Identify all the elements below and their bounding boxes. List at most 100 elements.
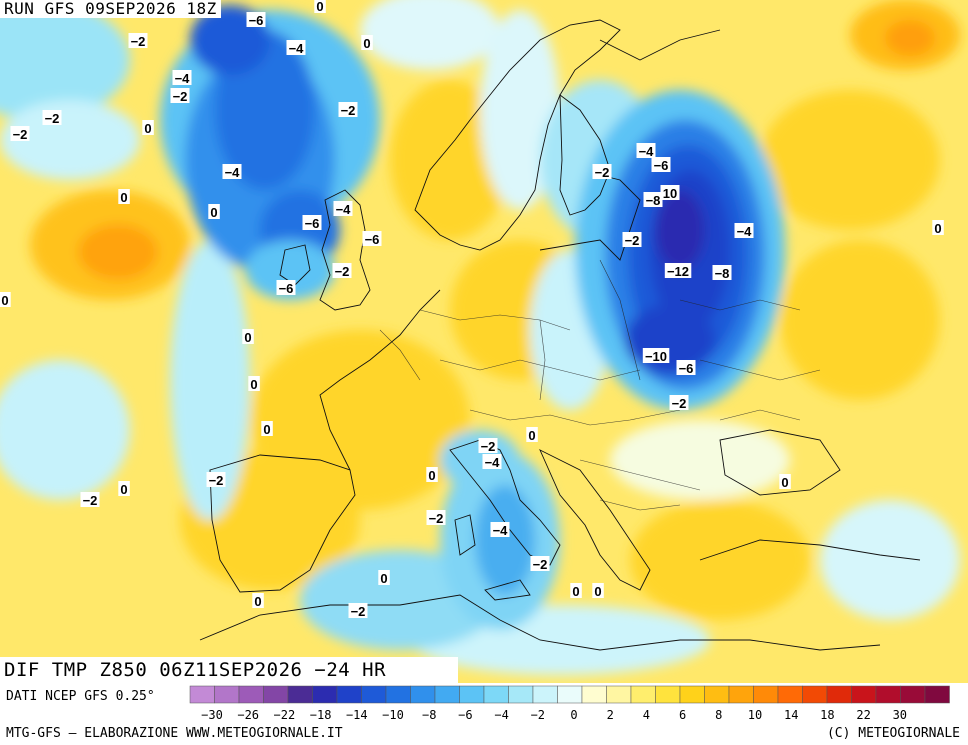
- contour-label: 0: [363, 36, 370, 51]
- contour-label: 0: [428, 468, 435, 483]
- legend-tick-label: 30: [893, 708, 907, 722]
- contour-label-background: [676, 360, 696, 375]
- national-borders: [379, 259, 821, 511]
- contour-label-background: [172, 70, 192, 85]
- contour-label-background: [118, 481, 130, 496]
- legend-tick-label: −18: [310, 708, 332, 722]
- contour-label-background: [622, 232, 642, 247]
- contour-label: −4: [225, 165, 241, 180]
- contour-label-background: [348, 603, 368, 618]
- contour-label: −2: [13, 127, 28, 142]
- contour-label-background: [361, 35, 373, 50]
- contour-label-background: [530, 556, 550, 571]
- contour-label: −8: [646, 193, 661, 208]
- contour-label: −2: [481, 439, 496, 454]
- contour-label-background: [426, 467, 438, 482]
- contour-label: 0: [254, 594, 261, 609]
- legend-color-box: [630, 685, 656, 704]
- legend-color-box: [214, 685, 240, 704]
- legend-color-box: [508, 685, 534, 704]
- contour-label-background: [242, 329, 254, 344]
- contour-label: −4: [485, 455, 501, 470]
- contour-label: −2: [131, 34, 146, 49]
- contour-label: 0: [120, 190, 127, 205]
- contour-label: −6: [279, 281, 294, 296]
- legend-color-box: [557, 685, 583, 704]
- contour-label: −6: [654, 158, 669, 173]
- legend-color-box: [312, 685, 338, 704]
- legend-tick-label: 22: [856, 708, 870, 722]
- legend-color-box: [900, 685, 926, 704]
- contour-label-background: [276, 280, 296, 295]
- contour-label: −2: [625, 233, 640, 248]
- legend-tick-label: 18: [820, 708, 834, 722]
- contour-label: −6: [365, 232, 380, 247]
- legend-tick-label: 2: [607, 708, 614, 722]
- contour-label-background: [779, 474, 791, 489]
- contour-label-background: [0, 292, 11, 307]
- legend-color-box: [753, 685, 779, 704]
- legend-color-box: [679, 685, 705, 704]
- contour-label: −4: [737, 224, 753, 239]
- contour-label-background: [378, 570, 390, 585]
- contour-label: 0: [120, 482, 127, 497]
- contour-label-background: [80, 492, 100, 507]
- contour-label: 0: [594, 584, 601, 599]
- contour-label: −6: [679, 361, 694, 376]
- legend-tick-label: −2: [531, 708, 545, 722]
- contour-label-background: [669, 395, 689, 410]
- contour-label: −4: [175, 71, 191, 86]
- contour-label: 10: [663, 186, 677, 201]
- contour-label-background: [128, 33, 148, 48]
- footer: DATI NCEP GFS 0.25° −30 −26 −22 −18 −14 −10 −8…: [0, 683, 968, 745]
- contour-label: −2: [595, 165, 610, 180]
- legend-color-box: [410, 685, 436, 704]
- legend-color-box: [728, 685, 754, 704]
- contour-label-background: [206, 472, 226, 487]
- contour-label: −2: [429, 511, 444, 526]
- contour-label-background: [592, 164, 612, 179]
- contour-label: −4: [336, 202, 352, 217]
- contour-label-background: [261, 421, 273, 436]
- contour-label-background: [664, 263, 692, 278]
- contour-label-background: [592, 583, 604, 598]
- legend-color-boxes: [189, 685, 950, 704]
- legend-color-box: [851, 685, 877, 704]
- contour-label-background: [636, 143, 656, 158]
- legend-color-box: [581, 685, 607, 704]
- legend-tick-label: 8: [715, 708, 722, 722]
- legend-color-box: [826, 685, 852, 704]
- credit-right: (C) METEOGIORNALE: [826, 726, 960, 741]
- contour-label: 0: [210, 205, 217, 220]
- contour-label: −4: [639, 144, 655, 159]
- legend-color-box: [924, 685, 950, 704]
- legend-tick-label: −6: [458, 708, 472, 722]
- legend-color-box: [189, 685, 215, 704]
- legend-tick-label: −4: [494, 708, 508, 722]
- contour-label-background: [643, 192, 663, 207]
- run-title: RUN GFS 09SEP2026 18Z: [0, 0, 221, 18]
- legend-tick-label: 14: [784, 708, 798, 722]
- contour-label: −2: [83, 493, 98, 508]
- contour-label-background: [118, 189, 130, 204]
- legend-tick-label: 10: [748, 708, 762, 722]
- contour-label: −2: [209, 473, 224, 488]
- contour-label: −2: [351, 604, 366, 619]
- contour-label-background: [642, 348, 670, 363]
- legend-color-box: [385, 685, 411, 704]
- legend-color-box: [875, 685, 901, 704]
- legend-color-box: [287, 685, 313, 704]
- legend-color-box: [361, 685, 387, 704]
- contour-label-background: [362, 231, 382, 246]
- credit-left: MTG-GFS — ELABORAZIONE WWW.METEOGIORNALE…: [6, 726, 343, 741]
- contour-label-background: [332, 263, 352, 278]
- contour-label: −2: [173, 89, 188, 104]
- contour-label-background: [246, 12, 266, 27]
- contour-label-background: [10, 126, 30, 141]
- contour-label-background: [170, 88, 190, 103]
- legend-color-box: [802, 685, 828, 704]
- contour-label: 0: [1, 293, 8, 308]
- contour-label: −2: [533, 557, 548, 572]
- legend-color-box: [704, 685, 730, 704]
- contour-label: −12: [667, 264, 689, 279]
